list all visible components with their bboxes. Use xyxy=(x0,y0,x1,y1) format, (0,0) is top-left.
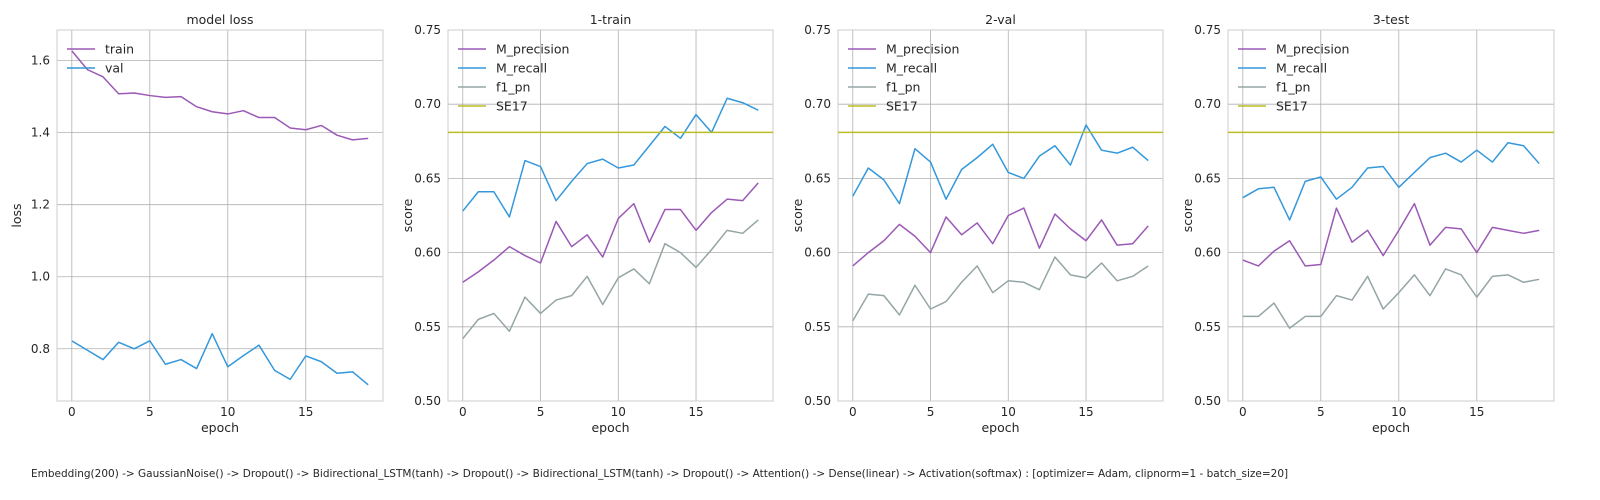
x-tick-label: 10 xyxy=(1391,405,1406,419)
series-line-m-precision xyxy=(1242,202,1540,267)
x-tick-label: 0 xyxy=(1239,405,1247,419)
y-tick-label: 0.75 xyxy=(804,23,831,37)
legend-label: f1_pn xyxy=(886,80,920,95)
series-line-f1-pn xyxy=(852,256,1149,322)
y-tick-label: 0.75 xyxy=(1194,23,1221,37)
charts-figure: 0 5 10 15 0.8 1.0 1.2 1.4 1.6 model loss epoch loss… xyxy=(9,12,1555,435)
chart-panel-1: 0 5 10 15 0.8 1.0 1.2 1.4 1.6 model loss epoch loss… xyxy=(9,12,384,435)
y-tick-label: 0.65 xyxy=(804,171,831,185)
y-tick-label: 0.65 xyxy=(414,171,441,185)
legend-label: M_precision xyxy=(1276,42,1349,57)
x-tick-label: 0 xyxy=(459,405,467,419)
series-line-m-recall xyxy=(852,124,1149,205)
plot-area xyxy=(448,30,773,401)
y-tick-label: 1.0 xyxy=(31,270,50,284)
plot-frame xyxy=(56,29,384,402)
y-tick-label: 1.4 xyxy=(31,126,50,140)
series-line-m-precision xyxy=(852,207,1149,267)
legend-label: M_recall xyxy=(886,61,937,76)
x-tick-label: 5 xyxy=(537,405,545,419)
y-tick-label: 0.60 xyxy=(1194,246,1221,260)
series-line-m-precision xyxy=(462,182,759,283)
legend-label: M_precision xyxy=(496,42,569,57)
legend: M_precision M_recall f1_pn SE17 xyxy=(458,42,569,114)
plot-frame xyxy=(1227,29,1555,402)
y-tick-label: 0.70 xyxy=(804,97,831,111)
x-tick-label: 5 xyxy=(1317,405,1325,419)
y-axis-label: loss xyxy=(9,203,24,227)
legend-label: M_recall xyxy=(496,61,547,76)
series-line-m-recall xyxy=(462,97,759,218)
plot-area xyxy=(57,30,383,401)
y-tick-label: 0.55 xyxy=(1194,320,1221,334)
plot-frame xyxy=(447,29,774,402)
y-tick-label: 1.2 xyxy=(31,198,50,212)
x-axis-label: epoch xyxy=(201,420,239,435)
legend: M_precision M_recall f1_pn SE17 xyxy=(848,42,959,114)
legend-label: SE17 xyxy=(1276,99,1308,114)
plot-area xyxy=(1228,30,1554,401)
legend-label: f1_pn xyxy=(496,80,530,95)
y-tick-label: 0.55 xyxy=(414,320,441,334)
legend-label: f1_pn xyxy=(1276,80,1310,95)
chart-title: model loss xyxy=(186,12,253,27)
y-axis-label: score xyxy=(1180,198,1195,232)
y-tick-label: 0.75 xyxy=(414,23,441,37)
y-tick-label: 1.6 xyxy=(31,54,50,68)
x-tick-label: 10 xyxy=(611,405,626,419)
x-tick-label: 15 xyxy=(1469,405,1484,419)
y-tick-label: 0.60 xyxy=(414,246,441,260)
chart-title: 3-test xyxy=(1373,12,1410,27)
legend-label: M_precision xyxy=(886,42,959,57)
chart-panel-2: 0 5 10 15 0.50 0.55 0.60 0.65 0.70 0.75 1-train epo… xyxy=(400,12,774,435)
x-tick-label: 15 xyxy=(688,405,703,419)
plot-frame xyxy=(837,29,1164,402)
x-tick-label: 5 xyxy=(146,405,154,419)
legend-label: train xyxy=(105,42,134,57)
x-tick-label: 10 xyxy=(1001,405,1016,419)
chart-title: 1-train xyxy=(590,12,632,27)
y-tick-label: 0.50 xyxy=(804,394,831,408)
y-tick-label: 0.65 xyxy=(1194,171,1221,185)
y-axis-label: score xyxy=(400,198,415,232)
legend: M_precision M_recall f1_pn SE17 xyxy=(1238,42,1349,114)
chart-panel-4: 0 5 10 15 0.50 0.55 0.60 0.65 0.70 0.75 3-test epoc… xyxy=(1180,12,1555,435)
legend-label: SE17 xyxy=(496,99,528,114)
legend: train val xyxy=(67,42,134,76)
x-tick-label: 0 xyxy=(68,405,76,419)
y-tick-label: 0.8 xyxy=(31,342,50,356)
x-tick-label: 5 xyxy=(927,405,935,419)
y-axis-label: score xyxy=(790,198,805,232)
x-axis-label: epoch xyxy=(1372,420,1410,435)
x-tick-label: 0 xyxy=(849,405,857,419)
y-tick-label: 0.70 xyxy=(414,97,441,111)
series-line-f1-pn xyxy=(462,219,759,340)
chart-panel-3: 0 5 10 15 0.50 0.55 0.60 0.65 0.70 0.75 2-val epoch… xyxy=(790,12,1164,435)
x-tick-label: 10 xyxy=(220,405,235,419)
chart-title: 2-val xyxy=(985,12,1016,27)
series-line-m-recall xyxy=(1242,142,1540,221)
y-tick-label: 0.70 xyxy=(1194,97,1221,111)
x-axis-label: epoch xyxy=(591,420,629,435)
series-line-train xyxy=(71,50,369,141)
y-tick-label: 0.50 xyxy=(414,394,441,408)
plot-area xyxy=(838,30,1163,401)
series-line-val xyxy=(71,332,369,386)
y-tick-label: 0.55 xyxy=(804,320,831,334)
x-tick-label: 15 xyxy=(1078,405,1093,419)
legend-label: M_recall xyxy=(1276,61,1327,76)
y-tick-label: 0.60 xyxy=(804,246,831,260)
x-axis-label: epoch xyxy=(981,420,1019,435)
legend-label: SE17 xyxy=(886,99,918,114)
x-tick-label: 15 xyxy=(298,405,313,419)
y-tick-label: 0.50 xyxy=(1194,394,1221,408)
model-architecture-caption: Embedding(200) -> GaussianNoise() -> Dro… xyxy=(31,468,1289,480)
series-line-f1-pn xyxy=(1242,268,1540,330)
legend-label: val xyxy=(105,61,124,76)
